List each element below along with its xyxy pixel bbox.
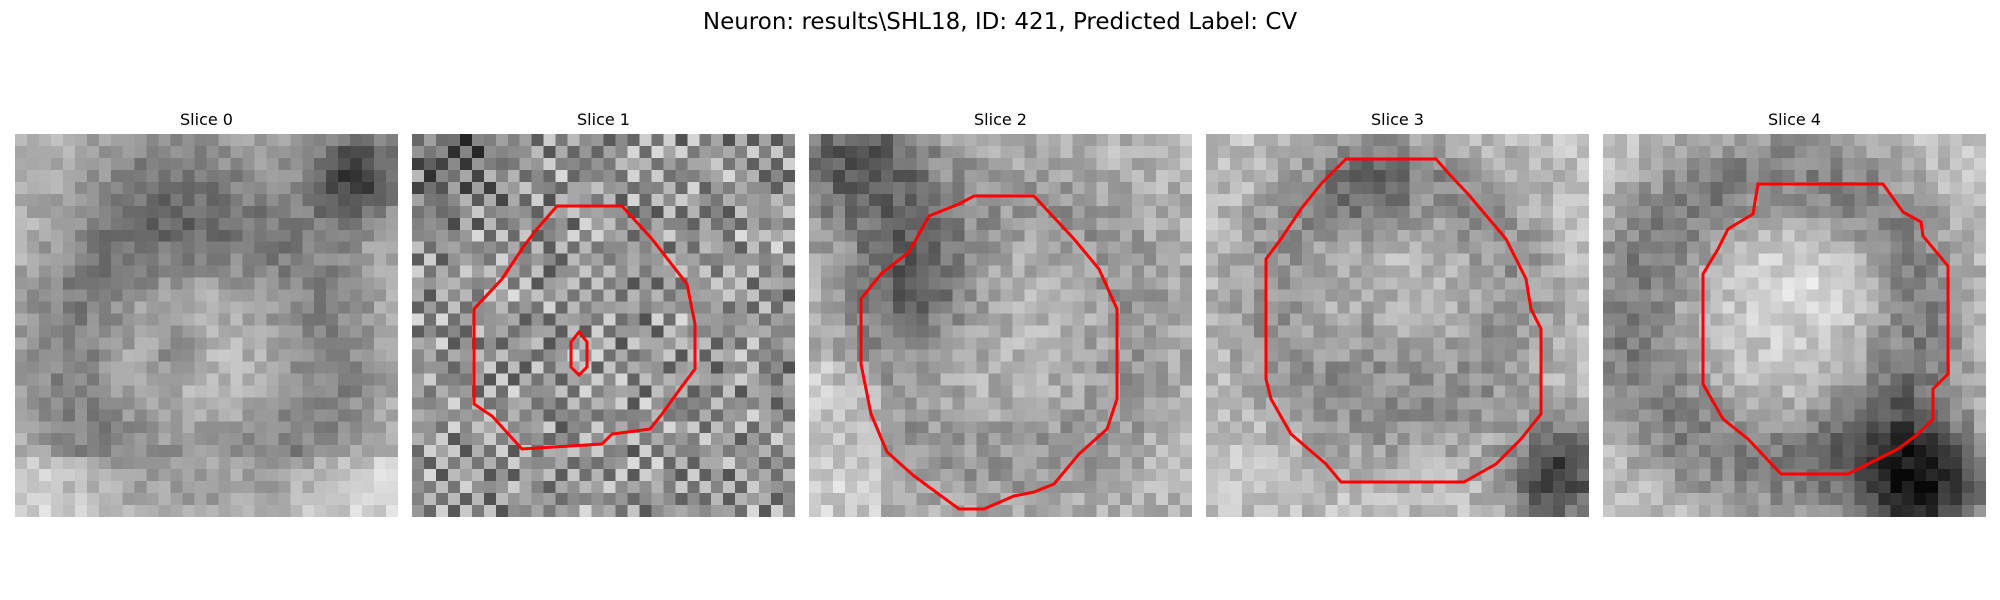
figure-title: Neuron: results\SHL18, ID: 421, Predicte…	[702, 9, 1298, 35]
slice-title-0: Slice 0	[180, 110, 233, 129]
contour-overlay-3	[1264, 157, 1543, 484]
slice-title-2: Slice 2	[974, 110, 1027, 129]
slice-image-0	[15, 134, 398, 517]
slice-image-3	[1206, 134, 1589, 517]
inner-contour-1	[569, 329, 589, 378]
contour-overlay-4	[1701, 182, 1950, 476]
neuron-contour-3	[1264, 157, 1543, 484]
neuron-contour-2	[859, 194, 1119, 511]
slice-image-4	[1603, 134, 1986, 517]
slice-panel-3: Slice 3	[1206, 108, 1589, 517]
slice-image-1	[412, 134, 795, 517]
slice-panel-4: Slice 4	[1603, 108, 1986, 517]
slice-panel-1: Slice 1	[412, 108, 795, 517]
contour-overlay-2	[859, 194, 1119, 511]
slice-panel-2: Slice 2	[809, 108, 1192, 517]
contour-overlay-1	[472, 204, 697, 451]
slice-panel-0: Slice 0	[15, 108, 398, 517]
slice-title-3: Slice 3	[1371, 110, 1424, 129]
slice-title-4: Slice 4	[1768, 110, 1821, 129]
slice-image-2	[809, 134, 1192, 517]
neuron-contour-1	[472, 204, 697, 451]
slice-title-1: Slice 1	[577, 110, 630, 129]
neuron-contour-4	[1701, 182, 1950, 476]
